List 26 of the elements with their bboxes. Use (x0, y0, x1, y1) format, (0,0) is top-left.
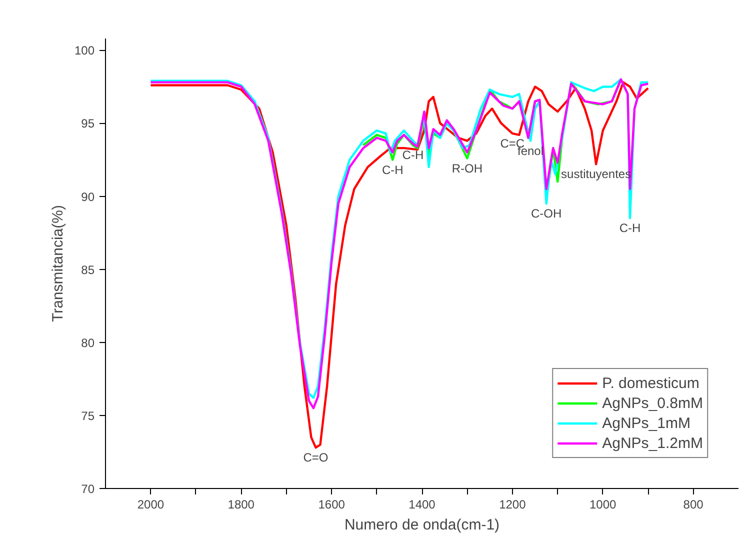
legend-label: AgNPs_1mM (602, 414, 690, 432)
x-tick-label: 1200 (499, 498, 526, 512)
annotation: R-OH (452, 161, 483, 176)
y-axis-title: Transmitancia(%) (49, 205, 66, 322)
x-tick-label: 1000 (590, 498, 617, 512)
x-tick-label: 1800 (228, 498, 255, 512)
legend-label: AgNPs_0.8mM (602, 394, 703, 412)
annotation: C-H (619, 221, 641, 236)
y-tick-label: 95 (81, 116, 95, 131)
y-tick-label: 100 (74, 44, 95, 58)
x-tick-label: 2000 (137, 498, 164, 512)
annotation: C=O (303, 450, 328, 465)
y-tick-label: 90 (81, 190, 95, 204)
x-tick-label: 800 (683, 498, 704, 512)
annotation: C-OH (531, 206, 562, 221)
annotation: C-H (402, 148, 424, 162)
legend-label: AgNPs_1.2mM (602, 434, 703, 452)
y-tick-label: 70 (81, 482, 95, 496)
y-tick-label: 75 (81, 408, 95, 423)
y-tick-label: 80 (81, 336, 95, 350)
annotation: C-H (382, 162, 404, 177)
legend-label: P. domesticum (602, 374, 700, 392)
x-axis-title: Numero de onda(cm-1) (344, 516, 500, 534)
x-tick-label: 1600 (318, 498, 346, 512)
y-tick-label: 85 (81, 262, 95, 277)
x-tick-label: 1400 (408, 498, 436, 512)
